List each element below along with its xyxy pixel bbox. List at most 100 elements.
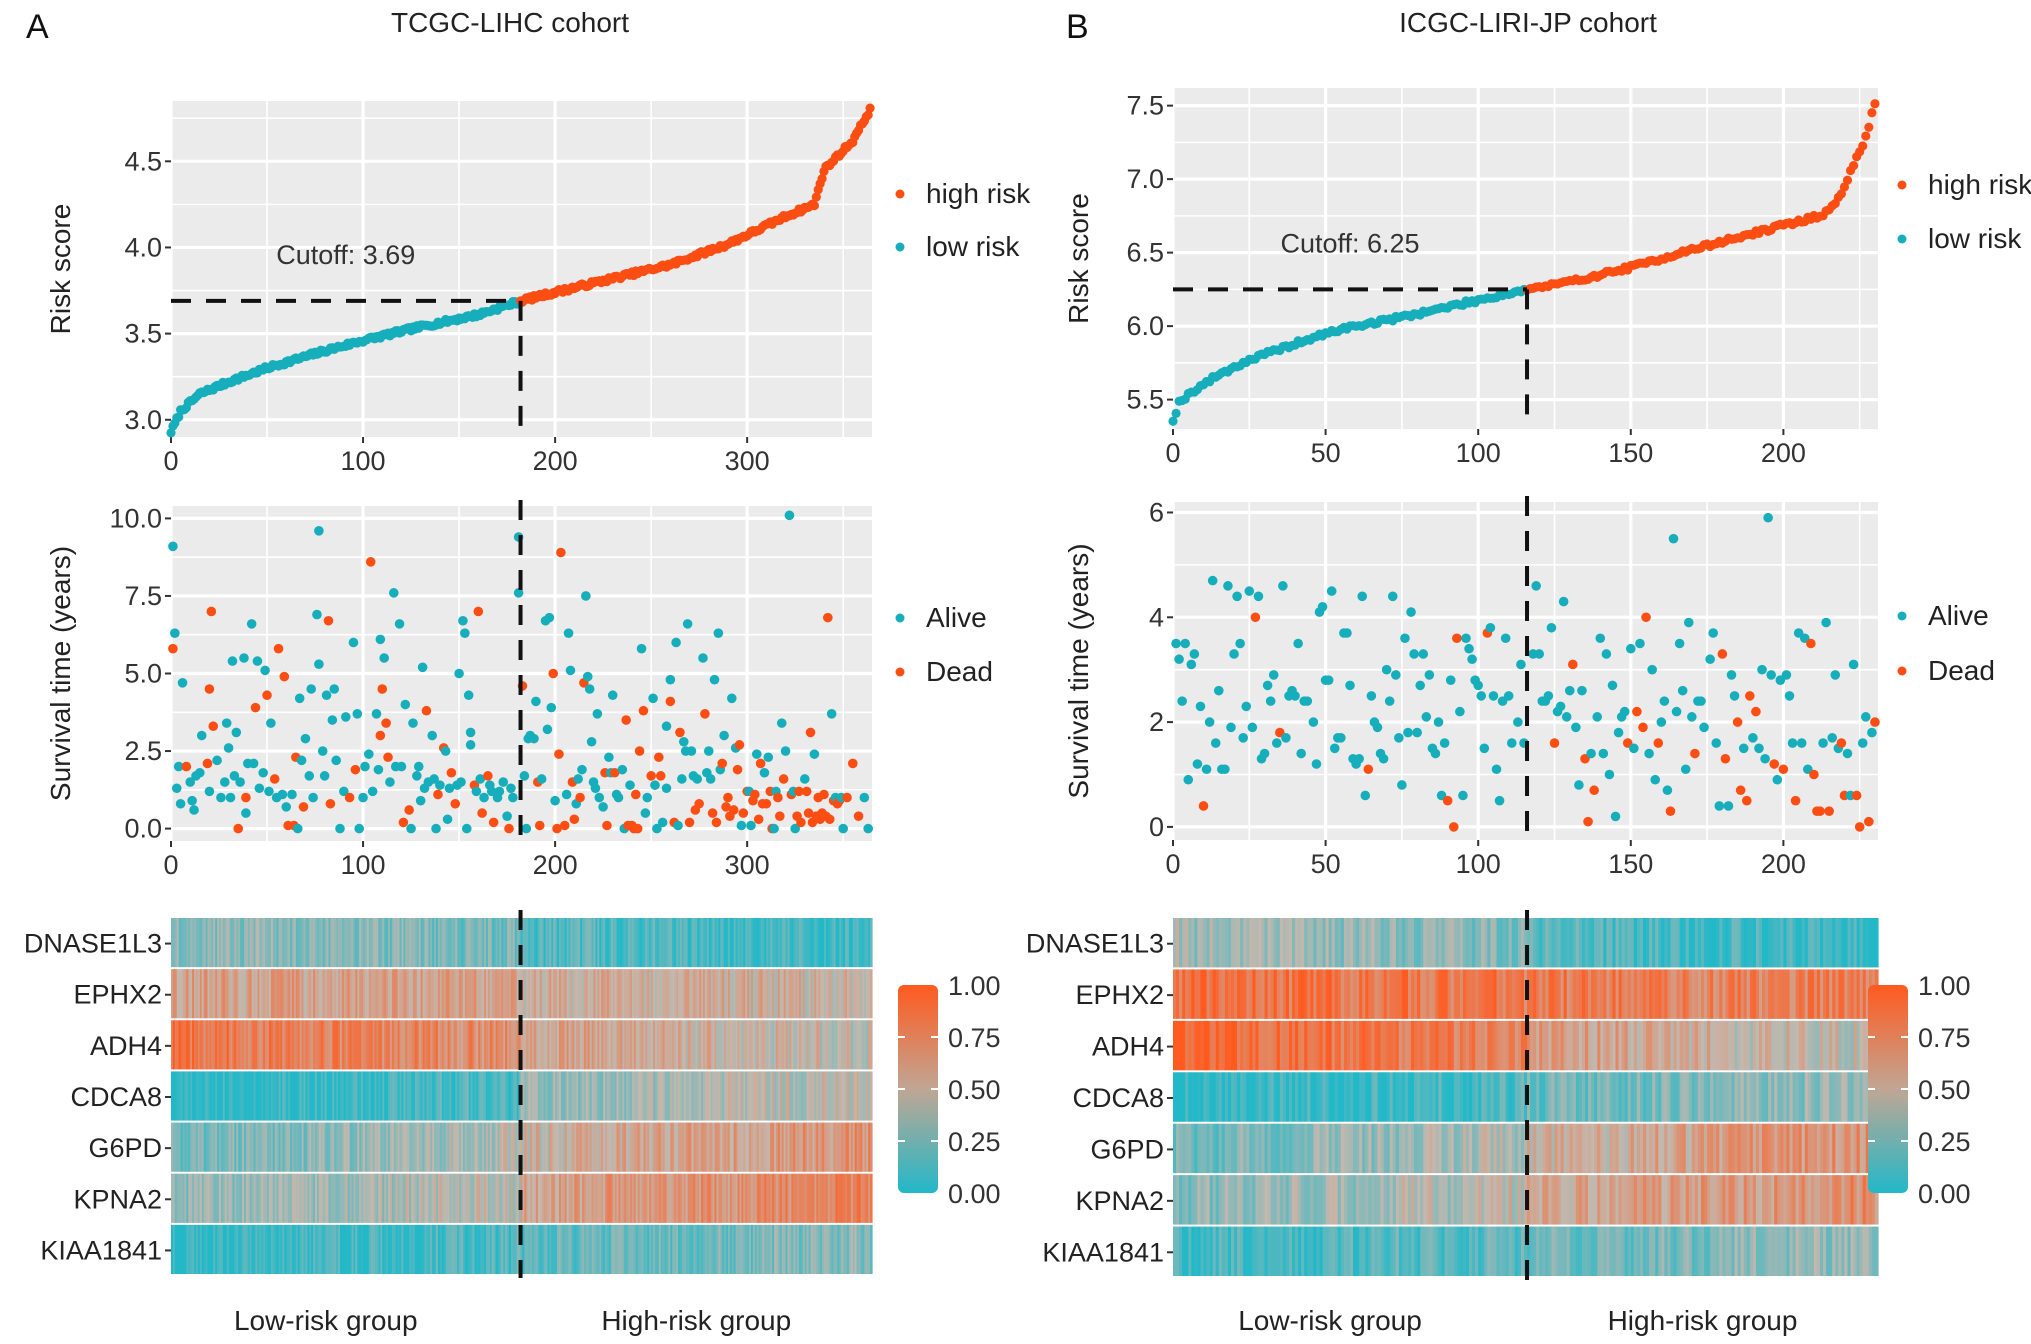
heatmap-cell [530,918,533,968]
heatmap-cell [739,1071,743,1121]
heatmap-cell [472,918,476,968]
heatmap-cell [633,1122,637,1172]
heatmap-cell [1716,1072,1720,1122]
heatmap-cell [1578,1123,1583,1174]
heatmap-cell [681,969,685,1019]
survival-point-dead [1806,638,1816,649]
heatmap-cell [777,1122,781,1172]
heatmap-cell [1661,918,1665,968]
heatmap-cell [1438,1123,1443,1174]
heatmap-cell [263,969,266,1019]
heatmap-cell [1438,1020,1443,1071]
heatmap-cell [1517,969,1522,1019]
heatmap-cell [1572,1020,1577,1071]
heatmap-cell [833,1020,837,1070]
heatmap-row [1173,918,1879,968]
heatmap-cell [1768,1072,1772,1122]
heatmap-cell [1319,918,1324,968]
survival-point-alive [358,792,368,803]
heatmap-cell [1835,1072,1839,1122]
heatmap-cell [336,1071,339,1121]
survival-point-dead [803,808,814,818]
heatmap-cell [1191,1072,1195,1122]
heatmap-cell [1453,969,1458,1019]
heatmap-cell [1746,1020,1751,1071]
heatmap-cell [835,1071,839,1121]
heatmap-cell [1374,969,1379,1019]
heatmap-cell [751,1173,754,1223]
heatmap-cell [795,1173,798,1223]
heatmap-cell [338,969,341,1019]
heatmap-cell [679,1020,683,1070]
heatmap-cell [606,1020,610,1070]
heatmap-cell [1411,969,1415,1019]
heatmap-cell [1581,1072,1586,1122]
survival-point-alive [1342,628,1352,638]
heatmap-cell [1670,1072,1675,1122]
heatmap-cell [852,1020,856,1070]
heatmap-cell [293,1020,297,1070]
heatmap-cell [453,1020,456,1070]
heatmap-cell [1230,1072,1235,1122]
heatmap-cell [190,1020,193,1070]
survival-point-alive [709,674,720,685]
survival-point-alive [1867,727,1877,738]
heatmap-cell [468,1224,472,1274]
heatmap-cell [710,969,714,1019]
survival-point-dead [694,798,704,809]
heatmap-cell [1743,1072,1748,1122]
heatmap-cell [199,1122,203,1172]
heatmap-cell [774,1173,777,1223]
heatmap-cell [482,1173,485,1223]
heatmap-cell [489,1224,493,1274]
cutoff-annotation: Cutoff: 3.69 [276,240,415,270]
heatmap-cell [1188,1123,1192,1174]
y-axis-title: Survival time (years) [45,546,76,801]
heatmap-cell [272,1122,276,1172]
heatmap-cell [353,1173,356,1223]
heatmap-cell [290,1020,293,1070]
heatmap-cell [1560,918,1565,968]
heatmap-cell [720,1224,723,1274]
heatmap-cell [814,1122,817,1172]
heatmap-cell [1591,918,1595,968]
heatmap-cell [1304,1020,1308,1071]
heatmap-cell [831,1122,835,1172]
heatmap-cell [489,918,493,968]
heatmap-cell [797,1173,800,1223]
heatmap-cell [560,1173,564,1223]
heatmap-cell [364,969,368,1019]
heatmap-cell [1487,1072,1492,1122]
heatmap-cell [693,1224,696,1274]
heatmap-cell [1395,1123,1400,1174]
heatmap-cell [666,1122,670,1172]
heatmap-cell [338,1173,341,1223]
heatmap-cell [340,1224,343,1274]
heatmap-cell [1536,1020,1540,1071]
heatmap-cell [1655,969,1659,1019]
heatmap-cell [860,1122,863,1172]
heatmap-cell [1322,1020,1327,1071]
survival-point-alive [736,820,747,831]
heatmap-cell [194,1020,197,1070]
heatmap-cell [171,1173,174,1223]
heatmap-cell [800,918,804,968]
survival-point-dead [504,823,514,834]
heatmap-cell [576,969,579,1019]
heatmap-cell [622,1020,625,1070]
heatmap-cell [232,1020,235,1070]
heatmap-cell [1527,1020,1531,1071]
survival-point-alive [1644,748,1654,759]
heatmap-cell [374,1122,378,1172]
heatmap-cell [428,1071,431,1121]
survival-point-alive [371,709,382,719]
heatmap-cell [1182,918,1186,968]
y-tick-label: 0.0 [124,814,162,844]
heatmap-cell [1197,1020,1202,1071]
survival-point-dead [208,721,219,732]
heatmap-cell [503,918,506,968]
heatmap-cell [391,969,395,1019]
heatmap-cell [1844,969,1849,1019]
heatmap-cell [533,1173,537,1223]
heatmap-cell [497,1071,501,1121]
